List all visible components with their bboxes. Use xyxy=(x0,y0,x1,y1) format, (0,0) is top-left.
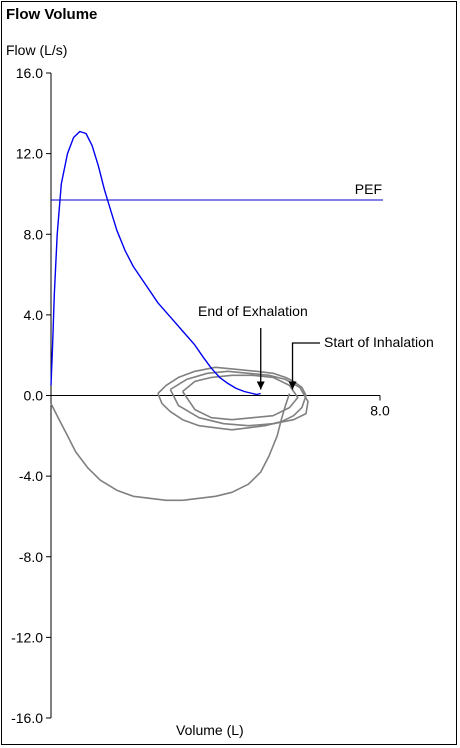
breathing-loop-curve xyxy=(169,370,309,427)
breathing-loop-curve xyxy=(157,366,307,431)
breathing-loop-curve xyxy=(50,393,291,502)
y-tick-label: 16.0 xyxy=(16,65,43,81)
y-tick-label: 0.0 xyxy=(24,388,44,404)
start-of-inhalation-label: Start of Inhalation xyxy=(324,334,434,350)
end-of-exhalation-arrow-head xyxy=(256,381,265,390)
breathing-loop-curve xyxy=(181,374,299,421)
x-tick-label: 8.0 xyxy=(370,403,390,419)
y-axis-label: Flow (L/s) xyxy=(6,42,68,58)
y-tick-label: 12.0 xyxy=(16,146,43,162)
y-tick-label: -16.0 xyxy=(11,710,43,726)
start-of-inhalation-arrow-head xyxy=(288,381,297,390)
y-tick-label: 8.0 xyxy=(24,226,44,242)
y-tick-label: -12.0 xyxy=(11,629,43,645)
chart-title: Flow Volume xyxy=(6,6,98,23)
pef-label: PEF xyxy=(355,181,382,197)
y-tick-label: -8.0 xyxy=(19,549,43,565)
end-of-exhalation-label: End of Exhalation xyxy=(198,303,308,319)
y-tick-label: 4.0 xyxy=(24,307,44,323)
x-axis-label: Volume (L) xyxy=(176,722,244,738)
start-of-inhalation-arrow-line xyxy=(291,342,320,390)
expiration-flow-curve xyxy=(50,130,261,396)
y-tick-label: -4.0 xyxy=(19,468,43,484)
